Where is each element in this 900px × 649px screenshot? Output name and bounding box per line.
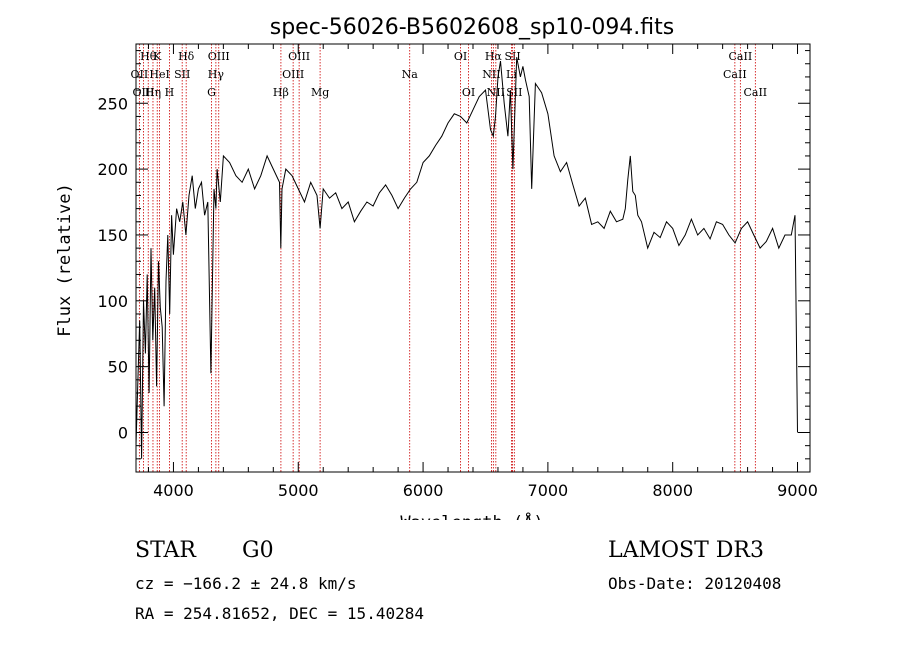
- marker-label-15: Mg: [311, 86, 329, 99]
- line-markers: Hθ OII OIII K HeI Hη H Hδ SII OIII Hγ G Hβ OIII OIII Mg…: [131, 44, 767, 472]
- spectrum-chart: spec-56026-B5602608_sp10-094.fits Hθ OII O…: [55, 15, 818, 520]
- marker-label-9: OIII: [208, 50, 230, 63]
- marker-label-17: OI: [454, 50, 467, 63]
- y-tick-label-150: 150: [97, 226, 128, 245]
- marker-label-3: K: [153, 50, 162, 63]
- marker-label-10: Hγ: [208, 68, 225, 81]
- marker-label-16: Na: [402, 68, 419, 81]
- spectrum-line: [135, 57, 798, 459]
- marker-label-6: H: [165, 86, 175, 99]
- marker-label-23: SII: [506, 86, 522, 99]
- x-axis-label: Wavelength (Å): [400, 511, 543, 520]
- marker-label-5: Hη: [145, 86, 161, 99]
- y-tick-label-100: 100: [97, 292, 128, 311]
- y-tick-label-50: 50: [108, 358, 128, 377]
- x-tick-label-4000: 4000: [153, 481, 194, 500]
- marker-label-13: OIII: [288, 50, 310, 63]
- marker-label-24: Li: [506, 68, 517, 81]
- marker-label-1: OII: [131, 68, 149, 81]
- x-tick-label-6000: 6000: [403, 481, 444, 500]
- y-tick-label-200: 200: [97, 160, 128, 179]
- x-tick-label-9000: 9000: [777, 481, 818, 500]
- marker-label-21: NII: [487, 86, 505, 99]
- marker-label-11: G: [207, 86, 216, 99]
- y-tick-label-250: 250: [97, 94, 128, 113]
- redshift-text: cz = −166.2 ± 24.8 km/s: [135, 574, 357, 593]
- chart-title: spec-56026-B5602608_sp10-094.fits: [270, 15, 675, 40]
- marker-label-2: OIII: [132, 86, 154, 99]
- survey-name: LAMOST DR3: [608, 538, 764, 563]
- marker-label-7: Hδ: [178, 50, 195, 63]
- marker-label-26: CaII: [723, 68, 747, 81]
- marker-label-22: SII: [504, 50, 520, 63]
- marker-label-0: Hθ: [140, 50, 157, 63]
- x-tick-label-7000: 7000: [528, 481, 569, 500]
- marker-label-19: Hα: [485, 50, 503, 63]
- marker-label-8: SII: [174, 68, 190, 81]
- marker-label-27: CaII: [743, 86, 767, 99]
- object-subclass: G0: [242, 538, 274, 563]
- y-tick-label-0: 0: [118, 423, 128, 442]
- marker-label-12: Hβ: [273, 86, 289, 99]
- marker-label-4: HeI: [149, 68, 169, 81]
- obs-date: Obs-Date: 20120408: [608, 574, 782, 593]
- plot-frame: [135, 43, 811, 473]
- y-axis-label: Flux (relative): [55, 183, 75, 337]
- y-axis-ticks: 0 50 100 150 200 250: [97, 50, 810, 460]
- x-tick-label-5000: 5000: [278, 481, 319, 500]
- coordinates-text: RA = 254.81652, DEC = 15.40284: [135, 604, 424, 623]
- x-tick-label-8000: 8000: [652, 481, 693, 500]
- marker-label-18: OI: [462, 86, 475, 99]
- object-class: STAR: [135, 538, 196, 563]
- marker-label-25: CaII: [729, 50, 753, 63]
- marker-label-14: OIII: [282, 68, 304, 81]
- x-axis-ticks: 4000 5000 6000 7000 8000 9000: [147, 44, 818, 500]
